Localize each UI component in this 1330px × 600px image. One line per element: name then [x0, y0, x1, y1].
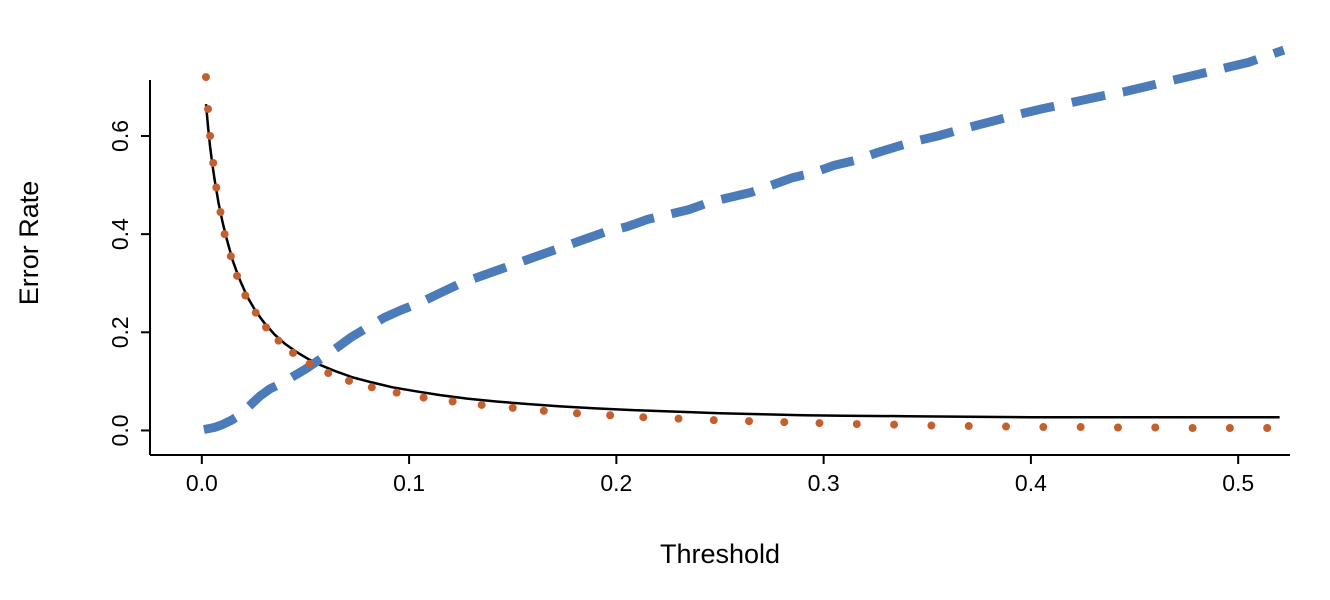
orange-dotted-points-dot	[639, 413, 648, 422]
orange-dotted-points-dot	[201, 73, 210, 82]
orange-dotted-points-dot	[289, 348, 298, 357]
orange-dotted-points-dot	[216, 208, 225, 217]
orange-dotted-points-dot	[1076, 423, 1085, 432]
x-tick-label: 0.0	[186, 470, 218, 496]
orange-dotted-points-dot	[212, 183, 221, 192]
x-tick-label: 0.5	[1222, 470, 1254, 496]
orange-dotted-points-dot	[206, 131, 215, 140]
orange-dotted-points-dot	[477, 400, 486, 409]
y-axis-title: Error Rate	[14, 181, 44, 306]
orange-dotted-points-dot	[1039, 423, 1048, 432]
orange-dotted-points-dot	[1113, 423, 1122, 432]
orange-dotted-points-dot	[241, 291, 250, 300]
orange-dotted-points-dot	[508, 403, 517, 412]
orange-dotted-points-dot	[209, 158, 218, 167]
orange-dotted-points-dot	[226, 252, 235, 261]
orange-dotted-points-dot	[572, 409, 581, 418]
orange-dotted-points-dot	[392, 388, 401, 397]
blue-dashed-line	[203, 45, 1286, 434]
orange-dotted-points-dot	[220, 230, 229, 239]
orange-dotted-points-dot	[344, 376, 353, 385]
orange-dotted-points-dot	[274, 336, 283, 345]
orange-dotted-points-dot	[251, 308, 260, 317]
orange-dotted-points-dot	[927, 421, 936, 430]
x-tick-label: 0.4	[1015, 470, 1047, 496]
plot-layer: 0.0 0.1 0.2 0.3 0.4 0.5 0.0 0.2 0.4 0.6	[107, 45, 1290, 496]
orange-dotted-points-dot	[539, 406, 548, 415]
y-tick-label: 0.6	[107, 120, 133, 152]
orange-dotted-points-dot	[1002, 422, 1011, 431]
x-tick-label: 0.3	[808, 470, 840, 496]
orange-dotted-points-dot	[780, 418, 789, 427]
x-tick-label: 0.2	[600, 470, 632, 496]
x-axis-title: Threshold	[660, 539, 780, 569]
orange-dotted-points-dot	[745, 417, 754, 426]
y-tick-label: 0.0	[107, 414, 133, 446]
y-tick-label: 0.4	[107, 218, 133, 250]
orange-dotted-points-dot	[448, 397, 457, 406]
x-tick-label: 0.1	[393, 470, 425, 496]
orange-dotted-points-dot	[1263, 424, 1272, 433]
orange-dotted-points-dot	[305, 359, 314, 368]
orange-dotted-points-dot	[233, 271, 242, 280]
orange-dotted-points-dot	[964, 422, 973, 431]
orange-dotted-points-dot	[852, 420, 861, 429]
orange-dotted-points-dot	[1151, 423, 1160, 432]
orange-dotted-points-dot	[419, 393, 428, 402]
orange-dotted-points-dot	[815, 419, 824, 428]
orange-dotted-points-dot	[262, 323, 271, 332]
orange-dotted-points-dot	[324, 369, 333, 378]
orange-dotted-points-dot	[890, 420, 899, 429]
y-tick-label: 0.2	[107, 316, 133, 348]
orange-dotted-points-dot	[674, 414, 683, 423]
orange-dotted-points-dot	[1225, 424, 1234, 433]
orange-dotted-points-dot	[367, 383, 376, 392]
orange-dotted-points-dot	[709, 416, 718, 425]
orange-dotted-points-dot	[204, 104, 213, 113]
orange-dotted-points-dot	[606, 411, 615, 420]
orange-dotted-points-dot	[1188, 424, 1197, 433]
